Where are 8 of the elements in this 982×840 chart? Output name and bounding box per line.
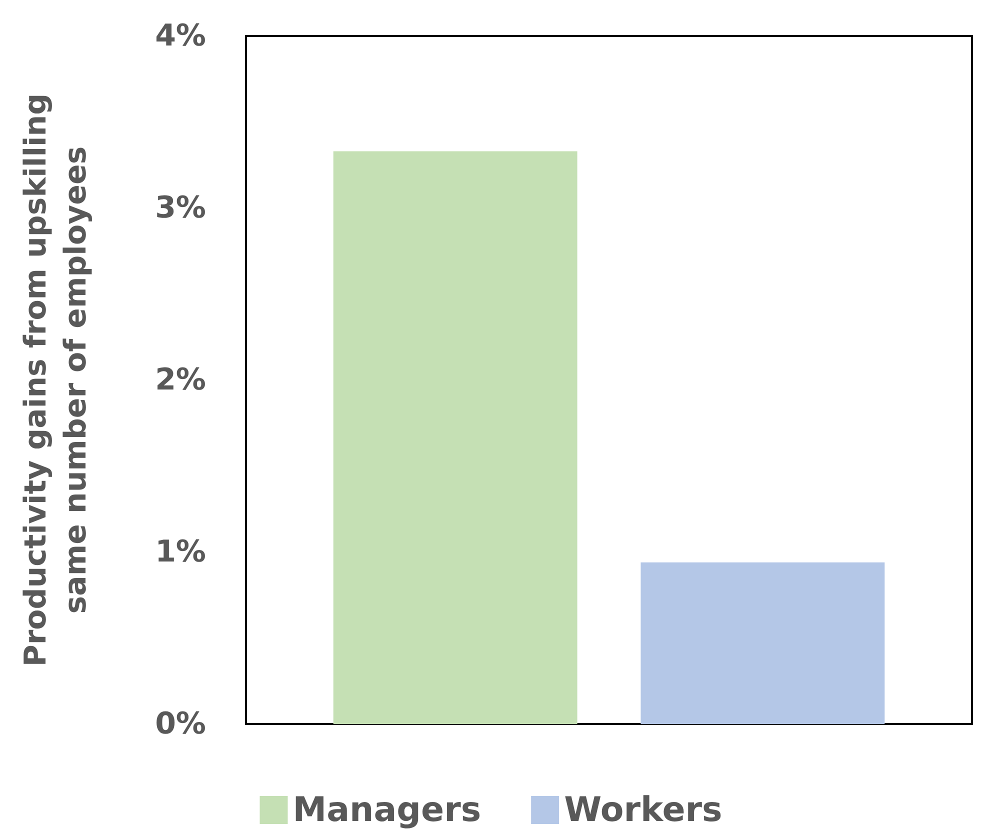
y-tick-label: 4%	[155, 18, 206, 54]
y-tick-label: 0%	[155, 706, 206, 742]
y-tick-label: 3%	[155, 190, 206, 226]
y-tick-label: 2%	[155, 362, 206, 398]
y-tick-label: 1%	[155, 534, 206, 570]
legend-label: Managers	[292, 790, 482, 830]
legend-label: Workers	[564, 790, 722, 830]
y-axis-title: Productivity gains from upskilling same number of employees	[18, 93, 94, 667]
